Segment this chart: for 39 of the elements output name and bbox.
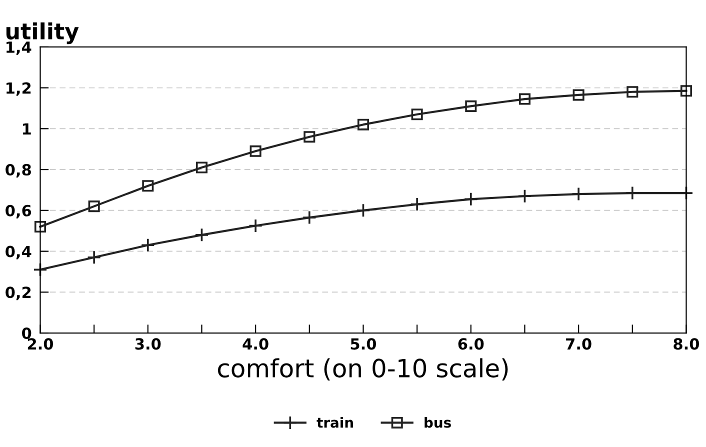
x-axis-title: comfort (on 0-10 scale) [218, 358, 508, 381]
point [465, 100, 477, 112]
point [304, 131, 316, 143]
point [34, 220, 46, 233]
point [464, 192, 478, 206]
point [518, 93, 530, 105]
point [356, 203, 370, 218]
point [248, 218, 263, 233]
x-tick-label: 8.0 [674, 338, 700, 350]
point [196, 162, 208, 174]
y-tick-label: 0,8 [6, 164, 31, 178]
x-tick-label: 4.0 [242, 338, 268, 350]
x-tick-label: 2.0 [28, 338, 54, 350]
x-tick-label: 7.0 [566, 338, 592, 350]
y-tick-label: 0,4 [6, 246, 32, 260]
y-tick-label: 1,2 [6, 82, 31, 96]
point [302, 210, 317, 225]
point [518, 188, 532, 204]
y-tick-label: 0 [22, 327, 32, 340]
point [680, 85, 692, 97]
point [626, 86, 638, 98]
point [142, 180, 154, 192]
x-tick-label: 5.0 [350, 338, 376, 350]
legend-label: train [316, 417, 353, 428]
point [357, 118, 370, 130]
x-tick-label: 3.0 [135, 338, 161, 350]
point [194, 228, 209, 242]
y-tick-label: 1 [23, 123, 31, 134]
point [410, 197, 424, 212]
x-tick-label: 6.0 [458, 338, 484, 350]
point [572, 89, 584, 101]
point [411, 108, 423, 120]
point [250, 145, 262, 157]
legend-label: bus [424, 417, 451, 428]
point [86, 250, 102, 265]
y-tick-label: 0,6 [6, 204, 32, 218]
point [88, 200, 100, 212]
point [140, 238, 156, 252]
y-tick-label: 0,2 [6, 286, 31, 300]
